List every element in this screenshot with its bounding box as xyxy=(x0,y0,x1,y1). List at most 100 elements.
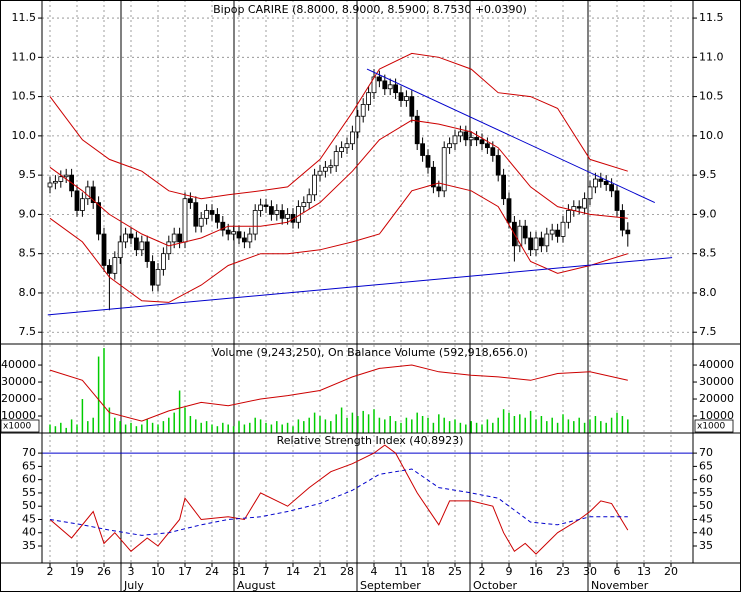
y-tick-label: 60 xyxy=(22,473,36,486)
candle-body xyxy=(236,231,242,239)
candle-body xyxy=(501,174,507,200)
candle-body xyxy=(484,143,490,149)
candle-body xyxy=(133,237,139,251)
candle-body xyxy=(339,147,345,152)
month-label: October xyxy=(473,579,517,592)
x-tick-label: 13 xyxy=(637,565,651,578)
candle-body xyxy=(193,202,199,227)
candle-body xyxy=(490,147,496,156)
y-tick-label: 10000 xyxy=(699,409,734,422)
candle-body xyxy=(225,229,231,235)
panel-title: Volume (9,243,250), On Balance Volume (5… xyxy=(212,346,528,359)
candle-body xyxy=(463,131,469,141)
candle-body xyxy=(355,115,361,133)
candle-body xyxy=(566,210,571,223)
candle-body xyxy=(139,241,145,251)
y-tick-label: 8.5 xyxy=(699,247,717,260)
candle-body xyxy=(614,190,620,211)
candle-body xyxy=(387,84,393,90)
x-tick-label: 4 xyxy=(371,565,378,578)
y-tick-label: 9.0 xyxy=(19,207,37,220)
candle-body xyxy=(112,257,118,274)
y-tick-label: 30000 xyxy=(1,375,36,388)
y-tick-label: 10000 xyxy=(1,409,36,422)
candle-body xyxy=(204,210,210,219)
candle-body xyxy=(625,229,631,235)
candle-body xyxy=(107,265,112,274)
line xyxy=(49,444,629,555)
candle-body xyxy=(322,166,328,172)
y-tick-label: 55 xyxy=(699,486,713,499)
y-tick-label: 10.0 xyxy=(699,129,724,142)
candle-body xyxy=(47,182,53,188)
candle-body xyxy=(80,198,85,211)
line xyxy=(47,257,673,316)
candle-body xyxy=(522,225,528,239)
x-tick-label: 11 xyxy=(394,565,408,578)
y-tick-label: 20000 xyxy=(1,392,36,405)
candle-body xyxy=(452,135,458,145)
candle-body xyxy=(533,237,539,251)
candle-body xyxy=(549,229,555,235)
y-tick-label: 65 xyxy=(699,459,713,472)
x-tick-label: 10 xyxy=(151,565,165,578)
candle-body xyxy=(53,181,58,184)
y-tick-label: 7.5 xyxy=(699,325,717,338)
candle-body xyxy=(560,221,566,237)
candle-body xyxy=(74,190,80,211)
x-tick-label: 24 xyxy=(205,565,219,578)
candle-body xyxy=(274,210,280,215)
candle-body xyxy=(150,261,156,286)
candle-body xyxy=(414,115,420,145)
candle-body xyxy=(441,147,447,192)
candle-body xyxy=(376,76,382,82)
x-tick-label: 9 xyxy=(506,565,513,578)
candle-body xyxy=(344,143,350,149)
y-tick-label: 10.5 xyxy=(699,90,724,103)
x-tick-label: 2 xyxy=(479,565,486,578)
candle-body xyxy=(420,143,426,156)
candle-body xyxy=(360,104,366,117)
panel-title: Bipop CARIRE (8.8000, 8.9000, 8.5900, 8.… xyxy=(213,3,527,16)
candle-body xyxy=(209,210,215,215)
candle-body xyxy=(58,176,64,182)
candle-body xyxy=(506,198,512,223)
x-tick-label: 7 xyxy=(263,565,270,578)
y-tick-label: 7.5 xyxy=(19,325,37,338)
x-tick-label: 6 xyxy=(614,565,621,578)
candle-body xyxy=(393,84,399,94)
line xyxy=(49,52,628,200)
candle-body xyxy=(468,137,474,141)
panel-title: Relative Strength Index (40.8923) xyxy=(277,434,464,447)
x-tick-label: 26 xyxy=(97,565,111,578)
candle-body xyxy=(128,233,134,239)
candle-body xyxy=(63,174,69,178)
candle-body xyxy=(598,178,604,182)
y-tick-label: 8.0 xyxy=(699,286,717,299)
y-tick-label: 11.0 xyxy=(12,50,37,63)
candle-body xyxy=(85,186,91,200)
y-tick-label: 10.0 xyxy=(12,129,37,142)
candle-body xyxy=(96,202,101,235)
candle-body xyxy=(430,166,436,188)
candle-body xyxy=(409,96,415,117)
candle-body xyxy=(576,206,582,209)
candle-body xyxy=(495,155,501,176)
line xyxy=(49,364,628,422)
x-tick-label: 17 xyxy=(178,565,192,578)
candle-body xyxy=(528,237,533,251)
y-tick-label: 65 xyxy=(22,459,36,472)
candle-body xyxy=(447,143,453,149)
candle-body xyxy=(587,186,593,200)
candle-body xyxy=(123,233,128,243)
candle-body xyxy=(182,198,188,243)
candle-body xyxy=(198,217,204,227)
candle-body xyxy=(603,181,609,185)
line xyxy=(366,68,656,204)
y-tick-label: 40 xyxy=(22,526,36,539)
candle-body xyxy=(231,231,237,235)
candle-body xyxy=(263,204,269,207)
candle-body xyxy=(436,186,442,192)
candle-body xyxy=(317,170,323,176)
